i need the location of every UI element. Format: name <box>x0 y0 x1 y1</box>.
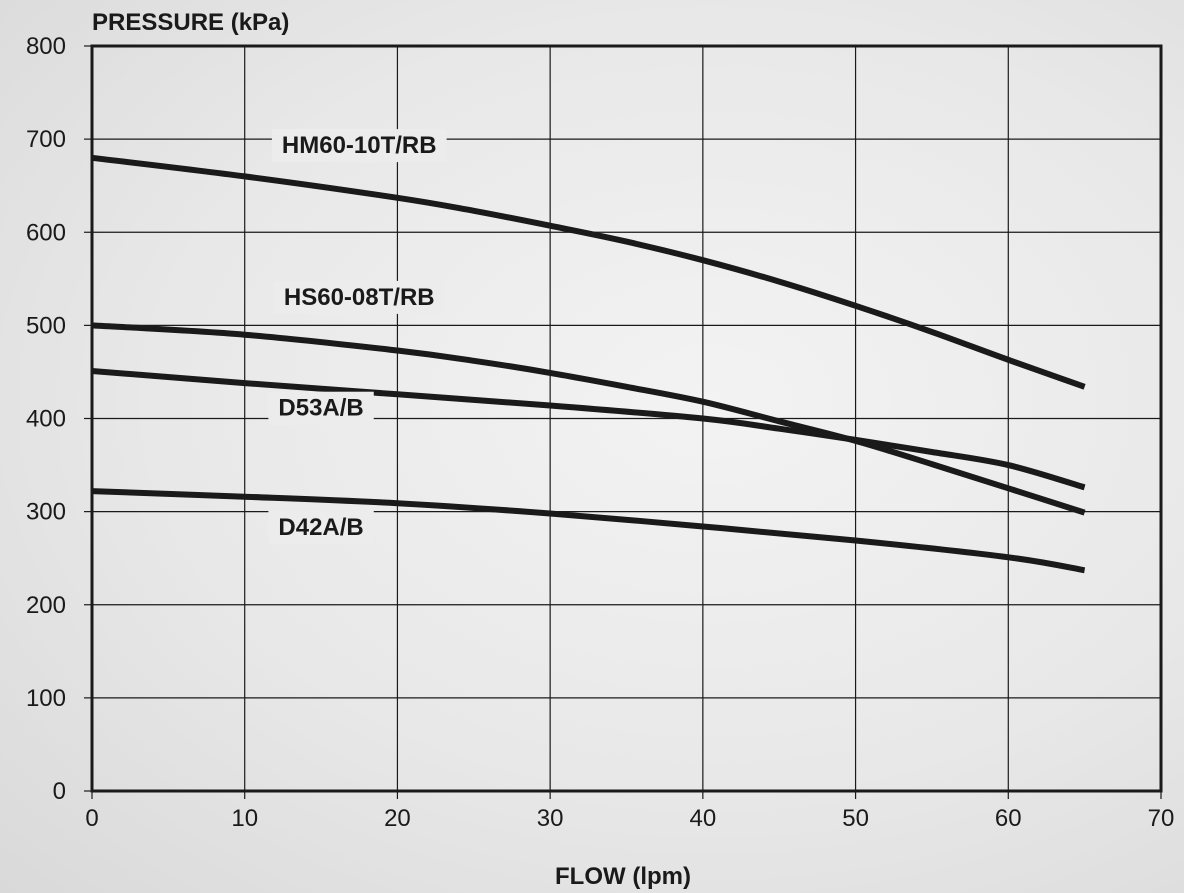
x-tick-label: 30 <box>537 805 564 832</box>
y-tick-label: 0 <box>53 778 66 805</box>
series-label-background <box>273 280 445 314</box>
y-axis-title: PRESSURE (kPa) <box>92 9 289 36</box>
series-line-0 <box>91 154 1086 390</box>
series-label-2: D53A/B <box>268 391 374 425</box>
series-label-background <box>271 129 447 163</box>
y-tick-label: 400 <box>26 406 66 433</box>
x-tick-label: 40 <box>690 805 717 832</box>
x-tick-label: 50 <box>842 805 869 832</box>
series-label-text: HS60-08T/RB <box>284 284 435 311</box>
x-tick-label: 70 <box>1148 805 1175 832</box>
series-label-1: HS60-08T/RB <box>273 280 445 314</box>
y-tick-label: 800 <box>26 33 66 60</box>
plot-frame <box>90 44 1163 793</box>
x-tick-label: 0 <box>85 805 98 832</box>
series-label-0: HM60-10T/RB <box>271 129 447 163</box>
grid <box>84 45 1162 799</box>
y-tick-labels: 0 100 200 300 400 500 600 700 800 <box>26 33 66 805</box>
y-tick-label: 500 <box>26 312 66 339</box>
x-tick-labels: 0 10 20 30 40 50 60 70 <box>85 805 1174 832</box>
series-line-3 <box>91 488 1086 574</box>
x-axis-title: FLOW (lpm) <box>555 863 691 890</box>
series-label-text: D42A/B <box>278 514 363 541</box>
series-label-text: D53A/B <box>278 395 363 422</box>
y-tick-label: 600 <box>26 219 66 246</box>
series-label-background <box>268 391 374 425</box>
y-tick-label: 100 <box>26 685 66 712</box>
x-tick-label: 20 <box>384 805 411 832</box>
x-tick-label: 60 <box>995 805 1022 832</box>
series-labels: HM60-10T/RB HS60-08T/RB D53A/B D42A/B <box>268 129 447 544</box>
y-tick-label: 300 <box>26 499 66 526</box>
series-line-2 <box>91 368 1086 491</box>
series-line-1 <box>91 322 1086 516</box>
series-label-text: HM60-10T/RB <box>282 132 437 159</box>
series-label-background <box>268 510 374 544</box>
y-tick-label: 700 <box>26 126 66 153</box>
series-lines <box>91 154 1086 574</box>
x-tick-label: 10 <box>231 805 258 832</box>
y-tick-label: 200 <box>26 592 66 619</box>
series-label-3: D42A/B <box>268 510 374 544</box>
